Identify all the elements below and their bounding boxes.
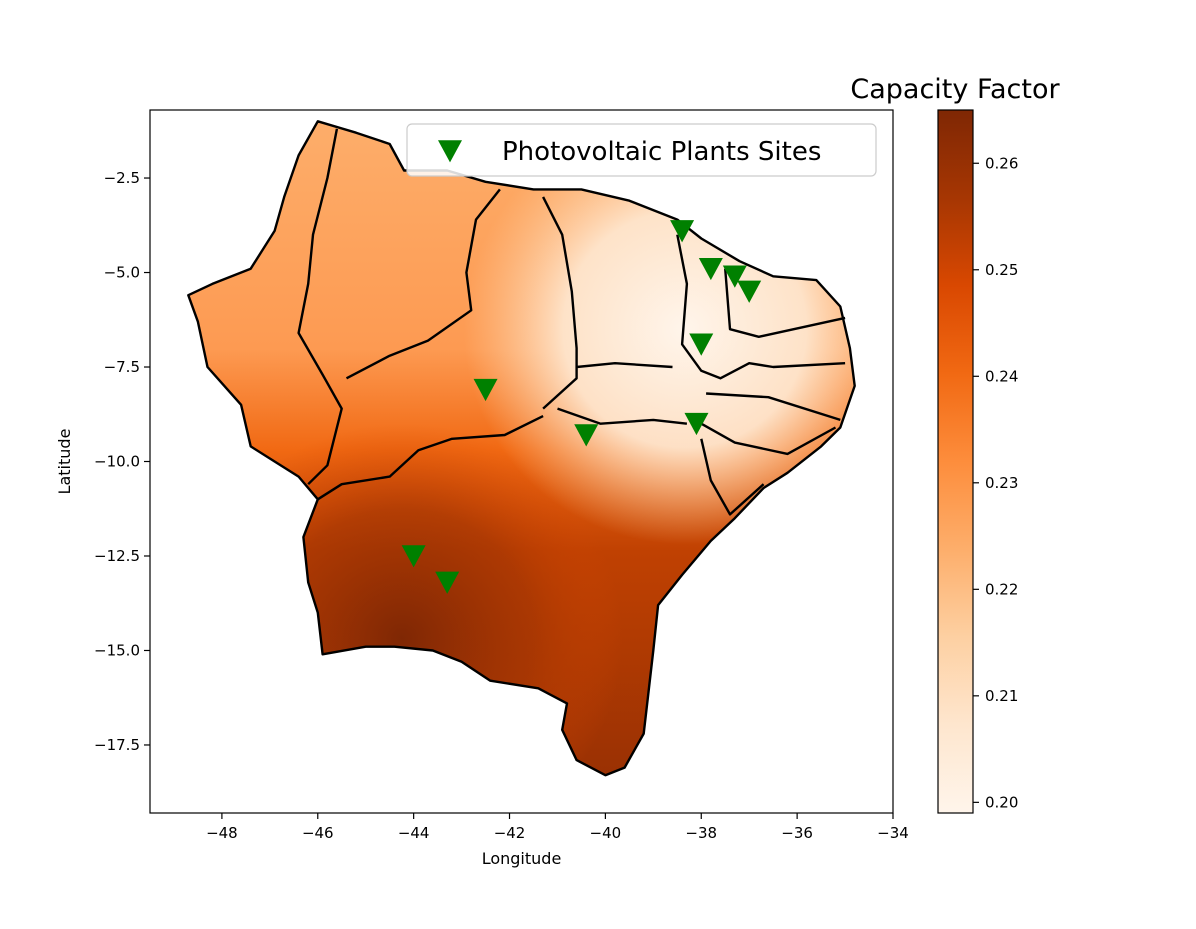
pv-site-marker[interactable] [670, 220, 695, 243]
state-border-line [297, 128, 343, 486]
pv-site-marker[interactable] [401, 545, 426, 568]
y-tick-label: −10.0 [94, 453, 140, 471]
pv-site-marker[interactable] [689, 333, 714, 356]
x-tick-label: −34 [877, 824, 909, 842]
y-tick-label: −5.0 [104, 264, 140, 282]
y-axis-label: Latitude [55, 429, 74, 495]
pv-site-marker[interactable] [698, 257, 723, 281]
colorbar-tick-label: 0.25 [985, 261, 1018, 279]
state-border-line [700, 422, 837, 456]
pv-site-markers [401, 220, 762, 594]
colorbar-tick-label: 0.20 [985, 793, 1018, 811]
x-axis-ticks: −48 −46 −44 −42 −40 −38 −36 −34 [206, 813, 909, 842]
state-border-line [345, 188, 501, 380]
pv-site-marker[interactable] [574, 424, 599, 447]
colorbar-tick-label: 0.22 [985, 580, 1018, 598]
pv-site-marker[interactable] [684, 412, 709, 436]
y-axis-ticks: −2.5 −5.0 −7.5 −10.0 −12.5 −15.0 −17.5 [94, 169, 150, 754]
pv-site-marker[interactable] [722, 265, 747, 288]
legend[interactable]: Photovoltaic Plants Sites [406, 123, 877, 177]
y-tick-label: −7.5 [104, 358, 140, 376]
state-border-line [724, 268, 846, 338]
x-tick-label: −36 [781, 824, 813, 842]
x-axis-label: Longitude [482, 849, 562, 868]
colorbar-gradient [937, 109, 974, 814]
y-tick-label: −2.5 [104, 169, 140, 187]
state-border-line [706, 392, 841, 422]
state-border-line [676, 234, 846, 380]
pv-site-marker[interactable] [737, 280, 762, 303]
y-tick-label: −12.5 [94, 547, 140, 565]
colorbar-tick-label: 0.26 [985, 154, 1018, 172]
state-border-line [542, 196, 578, 410]
legend-entry-label: Photovoltaic Plants Sites [502, 137, 821, 167]
pv-site-marker[interactable] [435, 571, 460, 594]
x-tick-label: −44 [398, 824, 430, 842]
x-tick-label: −48 [206, 824, 238, 842]
legend-marker-triangle-icon [438, 140, 462, 163]
colorbar-tick-label: 0.21 [985, 687, 1018, 705]
legend-box [406, 123, 877, 177]
colorbar-tick-label: 0.24 [985, 367, 1018, 385]
y-tick-label: −15.0 [94, 641, 140, 659]
x-tick-label: −38 [685, 824, 717, 842]
y-tick-label: −17.5 [94, 736, 140, 754]
state-borders [297, 128, 846, 516]
x-tick-label: −40 [590, 824, 622, 842]
colorbar-tick-label: 0.23 [985, 474, 1018, 492]
state-border-line [700, 438, 765, 516]
state-border-line [317, 415, 544, 501]
state-border-line [576, 362, 673, 369]
colorbar-title: Capacity Factor [850, 74, 1060, 105]
colorbar-ticks: 0.20 0.21 0.22 0.23 0.24 0.25 0.26 [973, 154, 1018, 811]
x-tick-label: −46 [302, 824, 334, 842]
state-border-line [557, 407, 688, 425]
x-tick-label: −42 [494, 824, 526, 842]
pv-site-marker[interactable] [473, 378, 498, 402]
colorbar: 0.20 0.21 0.22 0.23 0.24 0.25 0.26 Capacity Fa… [850, 74, 1061, 814]
